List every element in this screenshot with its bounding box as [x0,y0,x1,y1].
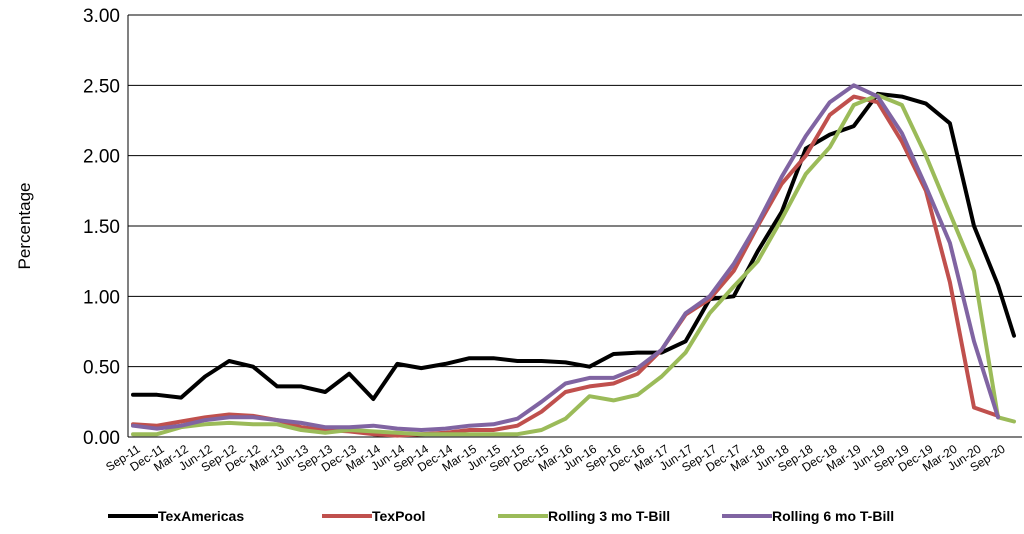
series-lines [131,83,1016,438]
x-axis-ticks: Sep-11Dec-11Mar-12Jun-12Sep-12Dec-12Mar-… [103,442,1008,475]
y-tick-label: 0.00 [83,428,120,449]
gridlines [128,14,1022,368]
series-line-rolling-6-mo-t-bill [131,83,1000,432]
y-tick-label: 0.50 [83,358,120,379]
y-tick-label: 2.50 [83,76,120,97]
y-axis-ticks: 0.00 0.50 1.00 1.50 2.00 2.50 3.00 [83,6,120,449]
y-axis-label: Percentage [15,183,34,270]
legend-label-texpool: TexPool [372,508,425,524]
y-tick-label: 1.50 [83,217,120,238]
legend: TexAmericas TexPool Rolling 3 mo T-Bill Rol… [108,508,894,524]
legend-label-texamericas: TexAmericas [158,508,244,524]
series-line-texamericas [131,91,1016,401]
legend-label-rolling-6-mo-t-bill: Rolling 6 mo T-Bill [772,508,894,524]
y-tick-label: 3.00 [83,6,120,27]
y-tick-label: 1.00 [83,287,120,308]
y-tick-label: 2.00 [83,147,120,168]
legend-label-rolling-3-mo-t-bill: Rolling 3 mo T-Bill [548,508,670,524]
